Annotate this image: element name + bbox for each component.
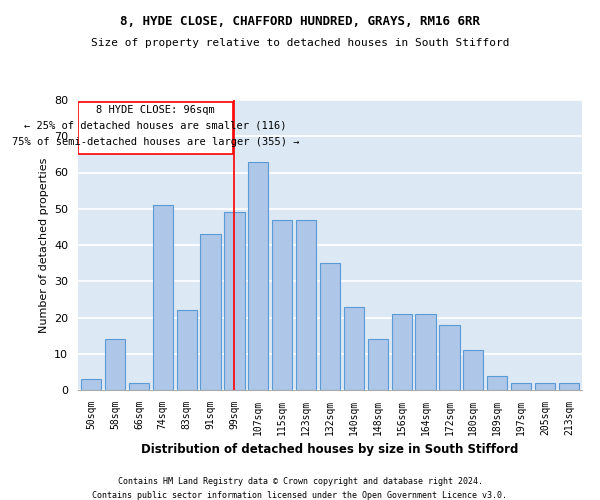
X-axis label: Distribution of detached houses by size in South Stifford: Distribution of detached houses by size … [142,444,518,456]
Bar [272,220,292,390]
Bar [463,350,484,390]
Bar [392,314,412,390]
Bar [320,263,340,390]
Bar [535,383,555,390]
Bar [200,234,221,390]
Bar [224,212,245,390]
Bar [415,314,436,390]
Text: 75% of semi-detached houses are larger (355) →: 75% of semi-detached houses are larger (… [11,136,299,146]
Bar [78,102,233,154]
Bar [81,379,101,390]
Text: Size of property relative to detached houses in South Stifford: Size of property relative to detached ho… [91,38,509,48]
Text: 8, HYDE CLOSE, CHAFFORD HUNDRED, GRAYS, RM16 6RR: 8, HYDE CLOSE, CHAFFORD HUNDRED, GRAYS, … [120,15,480,28]
Bar [344,306,364,390]
Bar [129,383,149,390]
Text: ← 25% of detached houses are smaller (116): ← 25% of detached houses are smaller (11… [24,120,287,130]
Bar [439,325,460,390]
Bar [487,376,508,390]
Bar [296,220,316,390]
Bar [105,339,125,390]
Text: Contains public sector information licensed under the Open Government Licence v3: Contains public sector information licen… [92,491,508,500]
Y-axis label: Number of detached properties: Number of detached properties [38,158,49,332]
Bar [176,310,197,390]
Bar [368,339,388,390]
Bar [152,205,173,390]
Text: Contains HM Land Registry data © Crown copyright and database right 2024.: Contains HM Land Registry data © Crown c… [118,478,482,486]
Text: 8 HYDE CLOSE: 96sqm: 8 HYDE CLOSE: 96sqm [96,105,215,115]
Bar [248,162,268,390]
Bar [559,383,579,390]
Bar [511,383,531,390]
